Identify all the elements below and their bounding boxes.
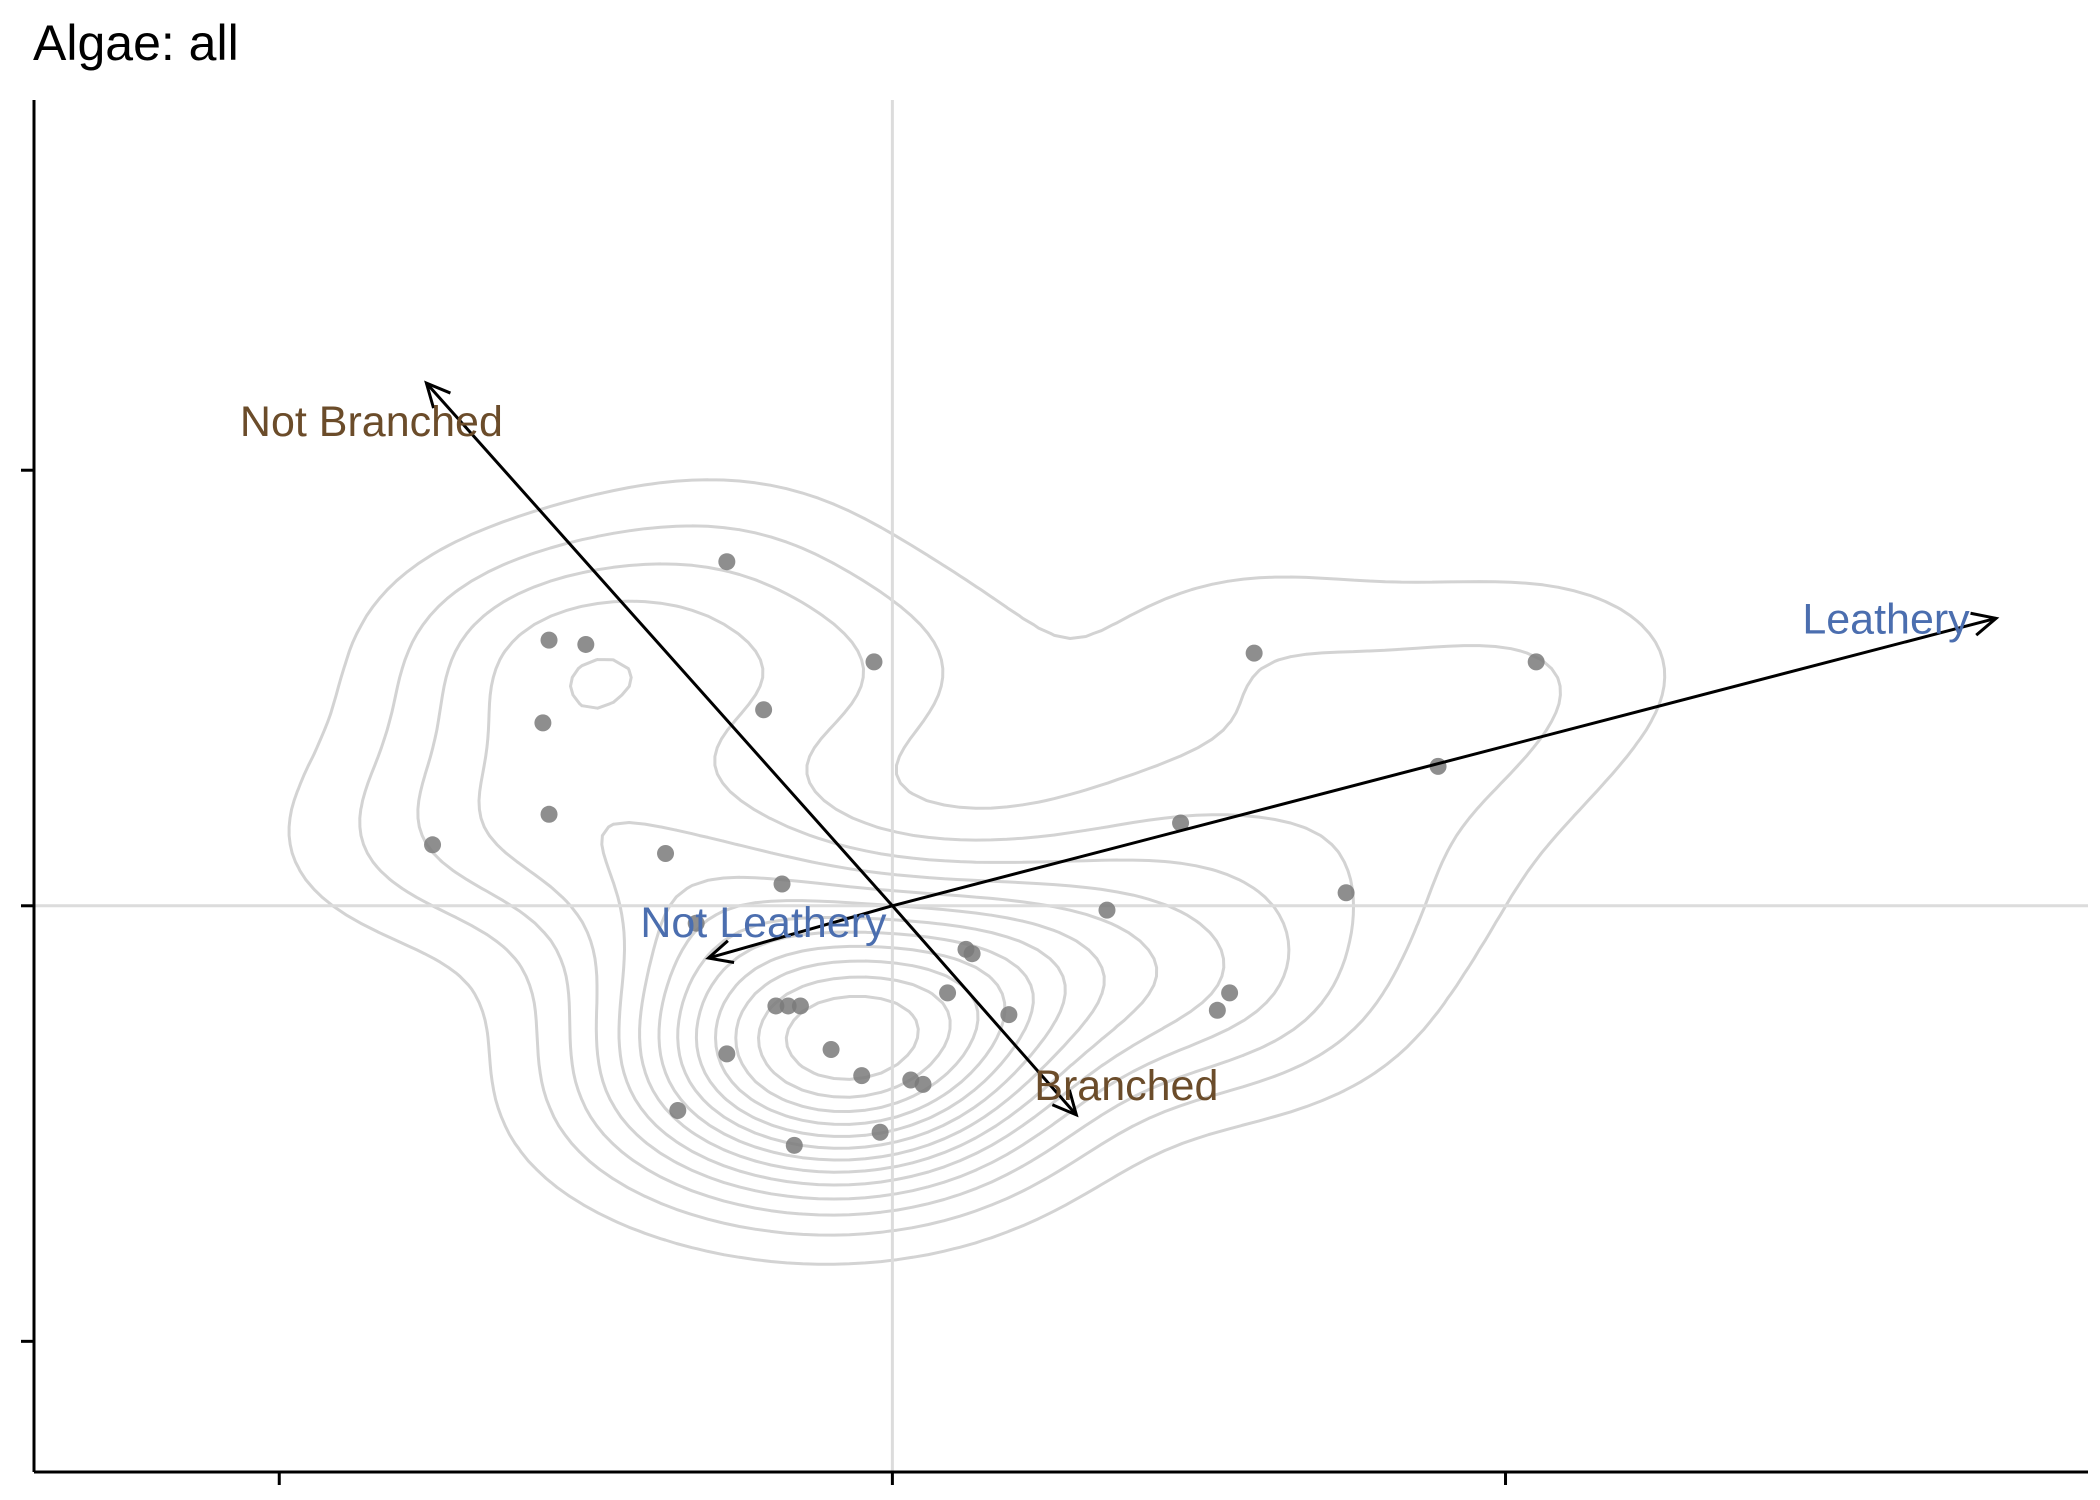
density-contour-line — [757, 975, 952, 1099]
data-points — [424, 553, 1545, 1154]
chart-title: Algae: all — [33, 15, 239, 71]
data-point — [540, 631, 558, 649]
data-point — [853, 1067, 871, 1085]
vector-label: Not Leathery — [640, 899, 887, 947]
biplot-vectors — [424, 380, 2000, 1118]
data-point — [939, 984, 957, 1002]
vector-label: Branched — [1034, 1062, 1218, 1110]
density-contour-line — [416, 562, 1355, 1217]
vector-arrowhead — [1051, 1089, 1079, 1118]
data-point — [1245, 644, 1263, 662]
data-point — [669, 1101, 687, 1119]
data-point — [791, 997, 809, 1015]
data-point — [902, 1071, 920, 1089]
data-point — [534, 714, 552, 732]
data-point — [871, 1123, 889, 1141]
density-contour-line — [638, 875, 1159, 1174]
data-point — [1098, 901, 1116, 919]
data-point — [1172, 814, 1190, 832]
density-contours — [287, 478, 1667, 1266]
data-point — [785, 1136, 803, 1154]
data-point — [657, 845, 675, 863]
density-contour-line — [734, 959, 980, 1113]
axes — [21, 100, 2088, 1485]
density-contour-line — [657, 899, 1106, 1162]
data-point — [687, 914, 705, 932]
density-contour-line — [694, 930, 1035, 1138]
data-point — [424, 836, 442, 854]
data-point — [1527, 653, 1545, 671]
data-point — [577, 635, 595, 653]
data-point — [957, 940, 975, 958]
data-point — [767, 997, 785, 1015]
data-point — [1000, 1006, 1018, 1024]
vector-arrow-line — [891, 904, 1078, 1116]
vector-label: Leathery — [1802, 595, 1970, 643]
data-point — [718, 1045, 736, 1063]
density-contour-line — [569, 658, 1226, 1187]
data-point — [773, 875, 791, 893]
data-point — [1208, 1001, 1226, 1019]
data-point — [718, 553, 736, 571]
vector-labels: Leathery Not Leathery Not Branched Branched — [240, 398, 1970, 1110]
data-point — [1337, 884, 1355, 902]
reference-lines — [34, 100, 2088, 1472]
vector-label: Not Branched — [240, 398, 503, 446]
data-point — [779, 997, 797, 1015]
data-point — [865, 653, 883, 671]
vector-arrowhead — [424, 380, 452, 409]
vector-arrowhead — [1970, 611, 2000, 637]
data-point — [1221, 984, 1239, 1002]
vector-arrow-line — [892, 616, 1997, 908]
vector-arrow-line — [425, 382, 894, 907]
density-contour-line — [287, 478, 1667, 1266]
data-point — [540, 805, 558, 823]
vector-arrowhead — [705, 939, 735, 965]
data-point — [822, 1041, 840, 1059]
data-point — [755, 701, 773, 719]
density-contour-line — [358, 524, 1562, 1237]
vector-arrow-line — [708, 904, 893, 960]
